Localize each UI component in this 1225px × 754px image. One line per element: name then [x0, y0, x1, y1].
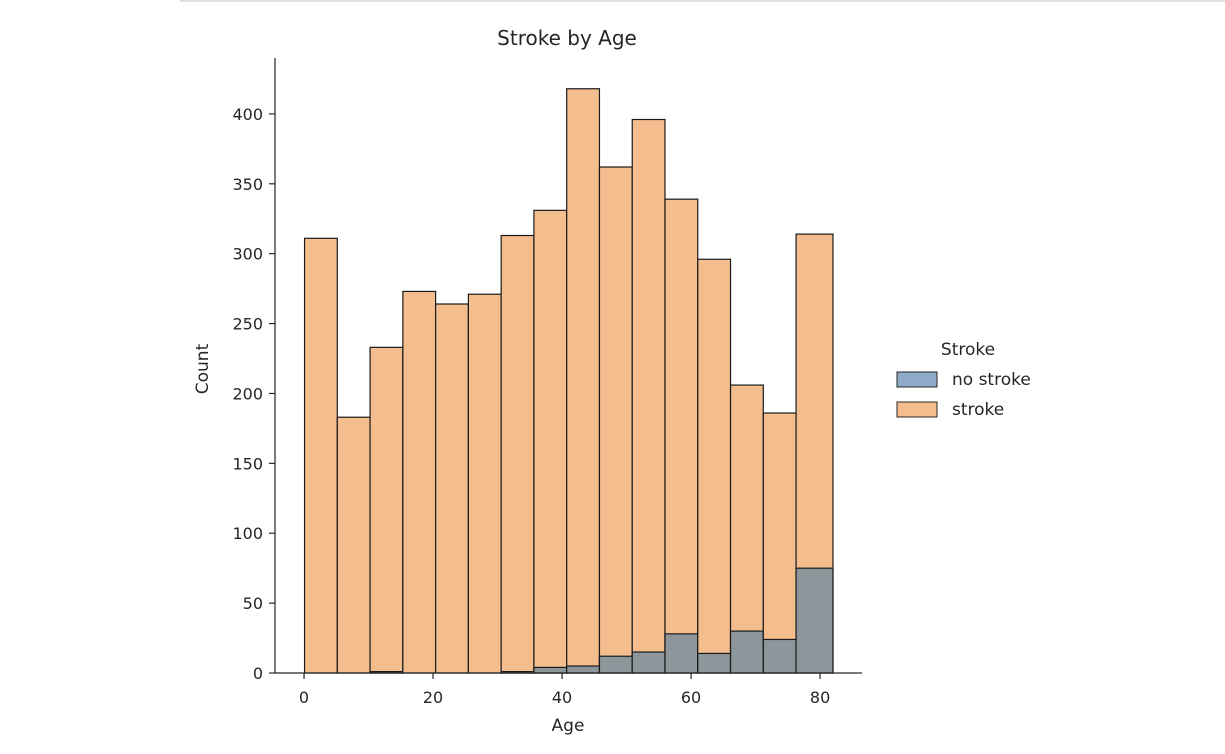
bar-no-stroke: [795, 567, 834, 674]
y-tick-label: 350: [232, 175, 263, 194]
bar-stroke: [729, 384, 764, 674]
x-ticks: 0 20 40 60 80: [299, 673, 830, 707]
bar-stroke: [762, 412, 797, 674]
bar-stroke: [697, 258, 732, 674]
chart-title: Stroke by Age: [497, 26, 637, 50]
bar-no-stroke: [664, 633, 699, 674]
x-tick-label: 80: [810, 688, 830, 707]
y-tick-label: 100: [232, 524, 263, 543]
y-axis-title: Count: [193, 343, 213, 394]
y-tick-label: 200: [232, 384, 263, 403]
legend-label-stroke: stroke: [952, 400, 1004, 420]
bar-stroke: [467, 293, 502, 674]
x-tick-label: 0: [299, 688, 309, 707]
bar-no-stroke: [533, 666, 568, 674]
y-tick-label: 250: [232, 315, 263, 334]
bar-stroke: [664, 198, 699, 674]
bar-no-stroke: [697, 652, 732, 674]
bar-stroke: [402, 290, 437, 674]
legend-swatch-stroke: [896, 401, 938, 418]
bar-stroke: [435, 303, 469, 674]
legend-swatch-no-stroke: [896, 371, 938, 388]
legend: Stroke no stroke stroke: [896, 340, 1031, 420]
axes-layer: [274, 58, 862, 674]
bar-no-stroke: [762, 638, 797, 674]
legend-label-no-stroke: no stroke: [952, 370, 1031, 390]
bar-stroke: [500, 234, 535, 674]
bar-no-stroke: [729, 630, 764, 674]
bar-stroke: [631, 118, 666, 674]
y-tick-label: 300: [232, 245, 263, 264]
x-tick-label: 40: [552, 688, 572, 707]
bar-stroke: [598, 166, 633, 674]
y-ticks: 0 50 100 150 200 250 300 350 400: [232, 105, 275, 683]
x-tick-label: 20: [423, 688, 443, 707]
x-tick-label: 60: [681, 688, 701, 707]
bar-no-stroke: [566, 665, 601, 674]
y-tick-label: 0: [253, 664, 263, 683]
y-tick-label: 150: [232, 454, 263, 473]
bar-stroke: [533, 209, 568, 674]
bar-no-stroke: [631, 651, 666, 674]
bar-stroke: [566, 88, 601, 674]
legend-title: Stroke: [941, 340, 995, 360]
bar-stroke: [336, 416, 371, 674]
y-tick-label: 400: [232, 105, 263, 124]
bar-stroke: [369, 346, 404, 674]
x-axis-title: Age: [552, 716, 585, 736]
top-divider: [180, 0, 1225, 2]
y-tick-label: 50: [243, 594, 263, 613]
bars-layer: [303, 88, 834, 674]
bar-no-stroke: [598, 655, 633, 674]
bar-stroke: [303, 237, 338, 674]
